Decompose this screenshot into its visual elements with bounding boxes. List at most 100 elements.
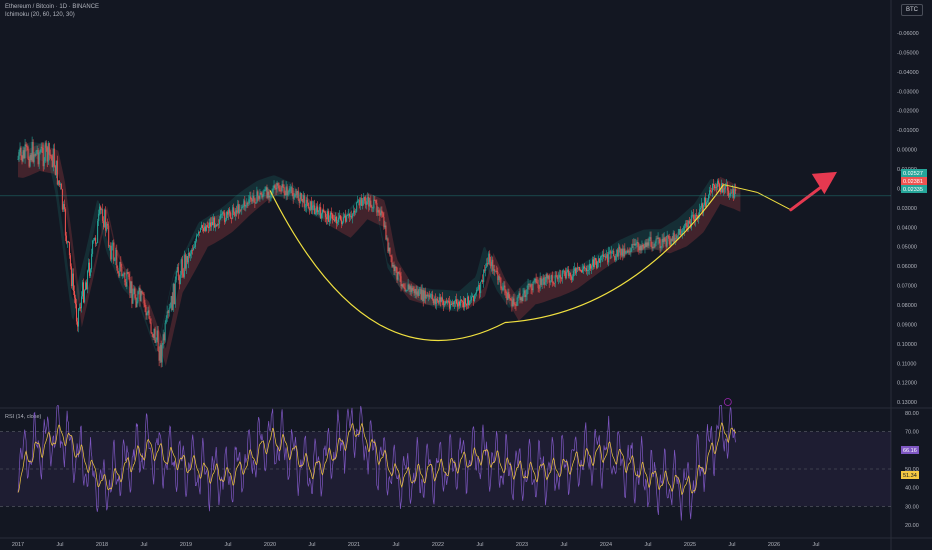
- candle-body: [415, 289, 417, 295]
- candle-body: [363, 197, 365, 201]
- candle-body: [39, 151, 41, 153]
- candle-body: [154, 328, 156, 343]
- candle-body: [575, 267, 577, 274]
- candle-body: [266, 187, 268, 198]
- cup-arc[interactable]: [269, 184, 725, 342]
- event-marker[interactable]: [723, 398, 732, 406]
- rsi-ma-line: [17, 422, 737, 496]
- candle-body: [369, 200, 371, 207]
- candle-body: [295, 194, 297, 196]
- candle-body: [139, 287, 141, 302]
- candle-body: [492, 259, 494, 271]
- candle-body: [591, 265, 593, 269]
- candle-body: [512, 298, 514, 307]
- candle-body: [732, 189, 734, 193]
- time-axis-tick: Jul: [560, 542, 567, 548]
- candle-body: [518, 293, 520, 296]
- candle-body: [175, 272, 177, 280]
- time-axis-tick: 2022: [432, 542, 444, 548]
- candle-body: [174, 279, 176, 305]
- candle-body: [614, 256, 616, 261]
- candle-body: [162, 334, 164, 346]
- handle-line[interactable]: [756, 191, 792, 211]
- candle-body: [544, 281, 546, 285]
- price-axis-tick: 0.09000: [897, 322, 917, 328]
- candle-body: [264, 190, 266, 192]
- candle-body: [592, 259, 594, 266]
- candle-body: [163, 334, 165, 341]
- candle-body: [192, 247, 194, 251]
- price-axis-tick: 0.05000: [897, 245, 917, 251]
- candle-body: [459, 301, 461, 306]
- candle-body: [496, 270, 498, 273]
- candle-body: [659, 238, 661, 248]
- candle-body: [281, 184, 283, 191]
- candle-body: [85, 282, 87, 291]
- candle-body: [19, 147, 21, 153]
- candle-body: [146, 312, 148, 316]
- candle-body: [708, 190, 710, 195]
- candle-body: [55, 160, 57, 176]
- candle-body: [683, 226, 685, 231]
- candle-body: [184, 254, 186, 269]
- currency-button[interactable]: BTC: [901, 4, 923, 16]
- candle-body: [657, 237, 659, 240]
- indicator-label[interactable]: Ichimoku (20, 60, 120, 30): [5, 12, 75, 18]
- candle-body: [472, 295, 474, 298]
- candle-body: [510, 299, 512, 301]
- candle-body: [199, 228, 201, 232]
- time-axis-tick: Jul: [644, 542, 651, 548]
- candle-body: [170, 296, 172, 308]
- candle-body: [493, 269, 495, 271]
- candle-body: [635, 243, 637, 246]
- candle-body: [603, 254, 605, 257]
- candle-body: [690, 215, 692, 228]
- candle-body: [310, 201, 312, 210]
- candle-body: [494, 269, 496, 272]
- candle-body: [549, 280, 551, 283]
- rsi-axis-tick: 50.00: [905, 467, 919, 473]
- candle-body: [417, 291, 419, 296]
- rsi-pane: RSI (14, close): [0, 405, 891, 521]
- candle-body: [525, 294, 527, 298]
- candle-body: [120, 261, 122, 267]
- candle-body: [682, 230, 684, 232]
- candle-body: [419, 289, 421, 291]
- candle-body: [286, 186, 288, 196]
- candle-body: [555, 275, 557, 277]
- rsi-axis-tick: 40.00: [905, 486, 919, 492]
- candle-body: [101, 209, 103, 211]
- candle-body: [329, 212, 331, 221]
- trend-arrow[interactable]: [789, 183, 826, 212]
- candle-body: [499, 276, 501, 278]
- candle-body: [735, 189, 737, 191]
- candle-body: [477, 289, 479, 291]
- candle-body: [44, 142, 46, 161]
- candle-body: [407, 284, 409, 291]
- time-axis-tick: Jul: [392, 542, 399, 548]
- candle-body: [336, 217, 338, 224]
- candle-body: [58, 180, 60, 186]
- candle-body: [74, 297, 76, 305]
- rsi-label: RSI (14, close): [5, 414, 42, 420]
- candle-body: [456, 303, 458, 307]
- candle-body: [64, 209, 66, 236]
- candle-body: [191, 250, 193, 251]
- candle-body: [490, 261, 492, 267]
- trend-arrow-head[interactable]: [811, 171, 837, 195]
- candle-body: [468, 296, 470, 305]
- price-axis-tick: -0.06000: [897, 31, 919, 37]
- candle-body: [91, 253, 93, 270]
- candle-body: [376, 203, 378, 213]
- candle-body: [408, 284, 410, 290]
- candle-body: [598, 258, 600, 262]
- candle-body: [84, 290, 86, 303]
- candle-body: [725, 185, 727, 189]
- candle-body: [194, 241, 196, 247]
- candle-body: [478, 284, 480, 290]
- handle-line[interactable]: [723, 184, 758, 193]
- candle-body: [406, 290, 408, 292]
- candle-body: [570, 276, 572, 280]
- candle-body: [359, 200, 361, 206]
